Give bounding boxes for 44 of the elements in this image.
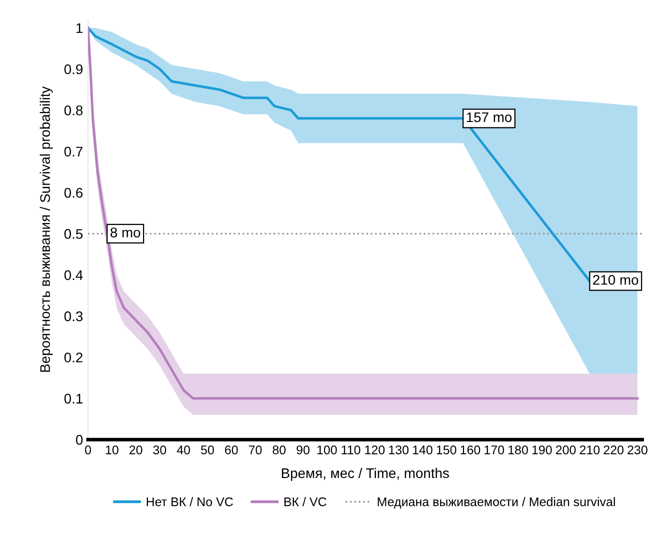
y-axis-title: Вероятность выживания / Survival probability: [40, 86, 53, 372]
y-tick-label: 1: [76, 23, 82, 33]
y-tick-label: 0.3: [64, 311, 83, 322]
legend-label: Нет ВК / No VC: [146, 497, 233, 506]
x-tick-label: 0: [85, 445, 92, 454]
line-series: [88, 26, 591, 282]
x-tick-label: 90: [296, 445, 310, 454]
x-tick-label: 10: [106, 445, 118, 454]
x-tick-label: 210: [580, 445, 600, 454]
annotation: 210 mo: [593, 274, 638, 285]
x-tick-label: 130: [389, 445, 409, 454]
x-tick-label: 170: [484, 445, 504, 454]
x-tick-label: 220: [604, 445, 624, 454]
x-tick-label: 30: [153, 445, 166, 454]
x-axis-title: Время, мес / Time, months: [282, 468, 449, 481]
x-tick-label: 150: [436, 445, 456, 454]
y-tick-label: 0: [76, 434, 83, 445]
legend-label: ВК / VC: [284, 497, 326, 506]
x-tick-label: 230: [628, 445, 648, 454]
x-tick-label: 100: [317, 445, 337, 454]
y-tick-label: 0.5: [64, 229, 83, 239]
x-tick-label: 200: [556, 445, 576, 454]
x-tick-label: 20: [129, 445, 142, 454]
x-tick-label: 80: [272, 445, 286, 454]
x-tick-label: 40: [176, 445, 190, 454]
x-tick-label: 50: [201, 445, 214, 454]
annotation: 8 mo: [110, 228, 140, 238]
x-tick-label: 140: [412, 445, 432, 454]
y-tick-label: 0.2: [64, 352, 82, 362]
legend-label: Медиана выживаемости / Median survival: [378, 497, 615, 509]
x-tick-label: 60: [225, 445, 238, 454]
y-tick-label: 0.4: [64, 270, 83, 280]
annotation: 157 mo: [466, 112, 512, 122]
x-tick-label: 160: [460, 445, 480, 454]
y-tick-label: 0.9: [64, 64, 82, 74]
y-tick-label: 0.8: [64, 106, 83, 116]
x-tick-label: 110: [342, 445, 360, 454]
y-tick-label: 0.7: [64, 146, 82, 157]
x-tick-label: 190: [532, 445, 552, 454]
x-tick-label: 120: [365, 445, 385, 454]
x-tick-label: 180: [508, 445, 528, 454]
y-tick-label: 0.1: [64, 394, 82, 404]
y-tick-label: 0.6: [64, 188, 83, 198]
x-tick-label: 70: [248, 445, 262, 454]
